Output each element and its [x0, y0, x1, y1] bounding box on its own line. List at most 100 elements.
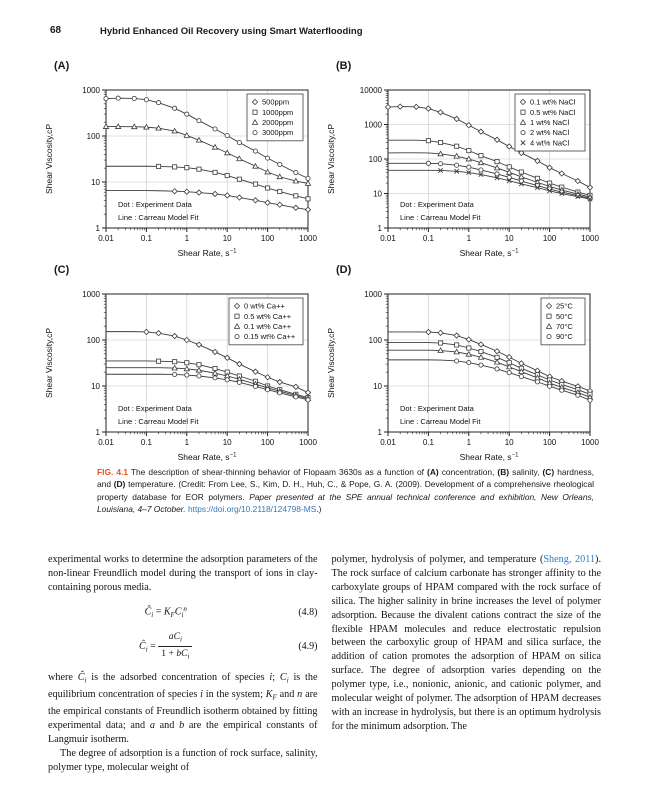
svg-text:100: 100: [543, 438, 557, 447]
svg-text:10: 10: [373, 382, 382, 391]
fraction-denominator: 1 + bCi: [161, 648, 190, 661]
svg-text:100: 100: [369, 336, 383, 345]
equation-lhs: Ĉi =: [139, 640, 159, 654]
right-column: polymer, hydrolysis of polymer, and temp…: [332, 553, 602, 775]
fraction: aCi 1 + bCi: [158, 631, 193, 663]
equation-4-9: Ĉi = aCi 1 + bCi (4.9): [48, 631, 318, 663]
chart-panel-a: (A) 0.01 0.1 1 10 100 1000 1 10 100 1000 500ppm 100…: [40, 60, 324, 265]
chart-panel-b: (B) 0.01 0.1 1 10 100 1000 1 10 100 1000 10000 0.1 …: [322, 60, 606, 265]
svg-text:1000: 1000: [581, 438, 599, 447]
svg-text:Shear Rate, s−1: Shear Rate, s−1: [460, 452, 519, 462]
svg-text:Shear Viscosity,cP: Shear Viscosity,cP: [326, 124, 336, 194]
svg-text:1000: 1000: [299, 438, 317, 447]
left-column: experimental works to determine the adso…: [48, 553, 318, 775]
panel-label-c: (C): [54, 264, 70, 276]
svg-text:2 wt% NaCl: 2 wt% NaCl: [530, 128, 570, 137]
svg-text:Shear Rate, s−1: Shear Rate, s−1: [460, 248, 519, 258]
svg-text:Line : Carreau Model Fit: Line : Carreau Model Fit: [400, 213, 481, 222]
svg-text:1000: 1000: [82, 290, 100, 299]
svg-text:25°C: 25°C: [556, 302, 573, 311]
body-text: experimental works to determine the adso…: [48, 553, 601, 775]
equation-body: Ĉi = KFCin: [144, 604, 187, 619]
svg-text:0.1 wt% Ca++: 0.1 wt% Ca++: [244, 322, 292, 331]
svg-text:50°C: 50°C: [556, 312, 573, 321]
svg-text:0.1: 0.1: [141, 234, 153, 243]
chart-panel-c: (C) 0.01 0.1 1 10 100 1000 1 10 100 1000 0 wt% Ca+…: [40, 264, 324, 469]
svg-text:90°C: 90°C: [556, 332, 573, 341]
paragraph: where Ĉi is the adsorbed concentration o…: [48, 671, 318, 746]
figure-caption: FIG. 4.1 The description of shear-thinni…: [97, 467, 595, 515]
svg-text:Line : Carreau Model Fit: Line : Carreau Model Fit: [118, 417, 199, 426]
svg-text:0.01: 0.01: [98, 234, 114, 243]
svg-text:1: 1: [378, 428, 383, 437]
paragraph: experimental works to determine the adso…: [48, 554, 318, 593]
svg-text:0.1: 0.1: [423, 438, 435, 447]
svg-text:1000: 1000: [299, 234, 317, 243]
chart-c-canvas: 0.01 0.1 1 10 100 1000 1 10 100 1000 0 wt% Ca++0.5…: [44, 290, 317, 462]
svg-text:100: 100: [543, 234, 557, 243]
svg-text:10: 10: [91, 382, 100, 391]
svg-text:1: 1: [378, 224, 383, 233]
svg-text:10: 10: [505, 234, 514, 243]
svg-text:Line : Carreau Model Fit: Line : Carreau Model Fit: [400, 417, 481, 426]
equation-number: (4.9): [298, 640, 318, 652]
svg-text:0.5 wt% Ca++: 0.5 wt% Ca++: [244, 312, 292, 321]
fraction-numerator: aCi: [158, 631, 193, 648]
svg-text:10: 10: [91, 178, 100, 187]
svg-text:100: 100: [87, 336, 101, 345]
panel-label-a: (A): [54, 60, 70, 72]
page-number: 68: [50, 25, 62, 36]
svg-text:1: 1: [467, 234, 472, 243]
svg-text:70°C: 70°C: [556, 322, 573, 331]
svg-text:Shear Rate, s−1: Shear Rate, s−1: [178, 248, 237, 258]
svg-text:0.5 wt% NaCl: 0.5 wt% NaCl: [530, 108, 576, 117]
svg-text:0.1 wt% NaCl: 0.1 wt% NaCl: [530, 98, 576, 107]
svg-text:0.15 wt% Ca++: 0.15 wt% Ca++: [244, 332, 296, 341]
svg-text:1 wt% NaCl: 1 wt% NaCl: [530, 118, 570, 127]
link[interactable]: https://doi.org/10.2118/124798-MS: [187, 504, 317, 515]
svg-text:1: 1: [96, 428, 101, 437]
paragraph: The degree of adsorption is a function o…: [48, 748, 318, 774]
equation-body: Ĉi = aCi 1 + bCi: [48, 631, 284, 663]
chart-d-canvas: 0.01 0.1 1 10 100 1000 1 10 100 1000 25°C50°C70°C9…: [326, 290, 599, 462]
svg-text:0 wt% Ca++: 0 wt% Ca++: [244, 302, 285, 311]
svg-text:0.1: 0.1: [423, 234, 435, 243]
panel-label-d: (D): [336, 264, 352, 276]
chart-a-canvas: 0.01 0.1 1 10 100 1000 1 10 100 1000 500ppm1000ppm…: [44, 86, 317, 258]
svg-text:1: 1: [96, 224, 101, 233]
svg-text:3000ppm: 3000ppm: [262, 128, 293, 137]
svg-text:10: 10: [373, 189, 382, 198]
panel-label-b: (B): [336, 60, 352, 72]
svg-text:Dot : Experiment Data: Dot : Experiment Data: [118, 200, 193, 209]
svg-text:10: 10: [223, 234, 232, 243]
svg-text:Line : Carreau Model Fit: Line : Carreau Model Fit: [118, 213, 199, 222]
chart-panel-d: (D) 0.01 0.1 1 10 100 1000 1 10 100 1000 25°C 50°C 7…: [322, 264, 606, 469]
svg-text:1: 1: [467, 438, 472, 447]
svg-text:Shear Rate, s−1: Shear Rate, s−1: [178, 452, 237, 462]
svg-text:10: 10: [505, 438, 514, 447]
svg-text:0.01: 0.01: [380, 438, 396, 447]
svg-text:4 wt% NaCl: 4 wt% NaCl: [530, 138, 570, 147]
running-title: Hybrid Enhanced Oil Recovery using Smart…: [100, 25, 363, 37]
svg-text:1000: 1000: [82, 86, 100, 95]
svg-text:Shear Viscosity,cP: Shear Viscosity,cP: [326, 328, 336, 398]
svg-text:Dot : Experiment Data: Dot : Experiment Data: [400, 404, 475, 413]
link[interactable]: Sheng, 2011: [543, 554, 596, 565]
svg-text:Dot : Experiment Data: Dot : Experiment Data: [400, 200, 475, 209]
svg-text:100: 100: [261, 438, 275, 447]
svg-text:1: 1: [185, 234, 190, 243]
svg-text:1000ppm: 1000ppm: [262, 108, 293, 117]
equation-number: (4.8): [298, 606, 318, 618]
svg-text:1: 1: [185, 438, 190, 447]
svg-text:2000ppm: 2000ppm: [262, 118, 293, 127]
svg-text:Shear Viscosity,cP: Shear Viscosity,cP: [44, 124, 54, 194]
svg-text:100: 100: [369, 155, 383, 164]
svg-text:10000: 10000: [360, 86, 383, 95]
svg-text:0.1: 0.1: [141, 438, 153, 447]
svg-text:10: 10: [223, 438, 232, 447]
svg-text:1000: 1000: [581, 234, 599, 243]
svg-text:0.01: 0.01: [98, 438, 114, 447]
svg-text:Dot : Experiment Data: Dot : Experiment Data: [118, 404, 193, 413]
paragraph: polymer, hydrolysis of polymer, and temp…: [331, 554, 602, 732]
